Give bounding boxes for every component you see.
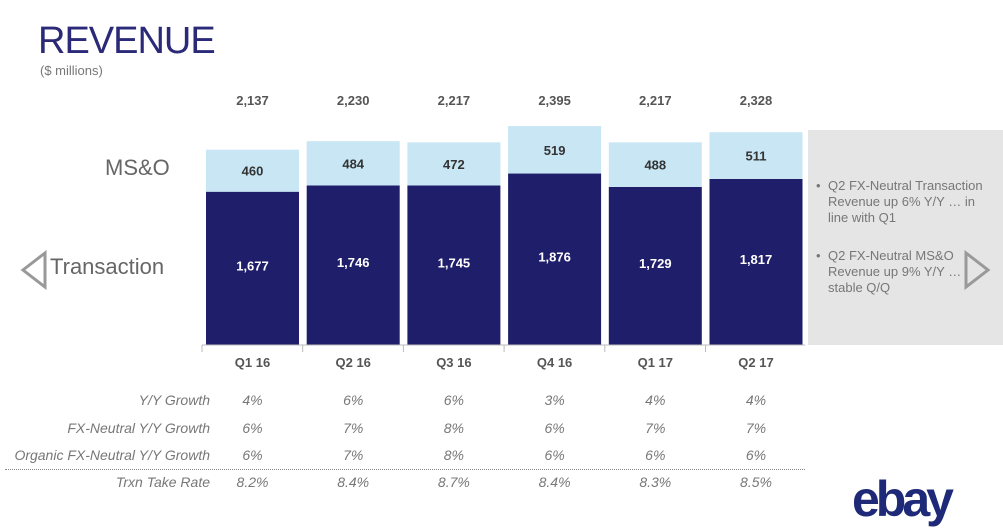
table-row-label: FX-Neutral Y/Y Growth	[67, 420, 210, 436]
category-label: Q2 16	[335, 355, 370, 370]
notes-box: Q2 FX-Neutral Transaction Revenue up 6% …	[808, 130, 1003, 345]
category-label: Q1 16	[235, 355, 270, 370]
table-row-label: Y/Y Growth	[138, 392, 210, 408]
table-cell: 6%	[745, 447, 767, 463]
transaction-bar	[306, 185, 400, 345]
mso-bar	[508, 126, 602, 174]
total-label: 2,217	[438, 93, 471, 108]
total-label: 2,395	[538, 93, 571, 108]
table-cell: 8%	[443, 447, 464, 463]
mso-bar	[206, 149, 299, 192]
table-cell: 4%	[645, 392, 666, 408]
transaction-bar	[407, 185, 501, 345]
revenue-chart: 1,677 460 2,137 Q1 16 1,746 484 2,230 Q2 16 1,74…	[201, 93, 805, 370]
table-cell: 6%	[443, 392, 464, 408]
table-row-label: Organic FX-Neutral Y/Y Growth	[14, 447, 210, 463]
transaction-bar	[608, 186, 702, 345]
ebay-logo: ebay	[852, 471, 954, 527]
table-cell: 8.2%	[236, 474, 269, 490]
total-label: 2,137	[236, 93, 269, 108]
table-cell: 6%	[645, 447, 666, 463]
mso-bar	[407, 142, 501, 186]
category-label: Q1 17	[638, 355, 673, 370]
table-row-label: Trxn Take Rate	[115, 474, 210, 490]
mso-bar	[306, 141, 400, 186]
table-cell: 6%	[544, 447, 565, 463]
transaction-value-label: 1,746	[337, 255, 370, 270]
table-cell: 7%	[343, 420, 364, 436]
transaction-value-label: 1,745	[438, 255, 471, 270]
table-cell: 6%	[343, 392, 364, 408]
mso-value-label: 511	[746, 149, 767, 164]
next-slide-icon[interactable]	[963, 250, 991, 290]
table-cell: 4%	[745, 392, 767, 408]
table-cell: 6%	[544, 420, 565, 436]
table-cell: 6%	[242, 447, 263, 463]
total-label: 2,230	[337, 93, 370, 108]
table-cell: 8.4%	[538, 474, 571, 490]
mso-value-label: 519	[544, 143, 566, 158]
note-item: Q2 FX-Neutral Transaction Revenue up 6% …	[816, 178, 998, 226]
page-title: REVENUE	[38, 20, 216, 62]
table-cell: 8.5%	[740, 474, 772, 490]
table-cell: 8.7%	[437, 474, 470, 490]
mso-bar	[709, 132, 803, 179]
transaction-bar	[709, 178, 803, 345]
table-cell: 7%	[343, 447, 364, 463]
transaction-value-label: 1,677	[236, 258, 269, 273]
total-label: 2,328	[740, 93, 773, 108]
page-subtitle: ($ millions)	[40, 63, 103, 78]
transaction-bar	[206, 191, 299, 345]
mso-value-label: 484	[342, 156, 364, 171]
mso-label: MS&O	[105, 155, 170, 180]
table-cell: 7%	[745, 420, 767, 436]
transaction-value-label: 1,729	[639, 256, 672, 271]
table-cell: 8.3%	[639, 474, 672, 490]
transaction-value-label: 1,817	[740, 252, 773, 267]
transaction-label: Transaction	[50, 254, 165, 279]
total-label: 2,217	[639, 93, 672, 108]
table-cell: 6%	[242, 420, 263, 436]
mso-value-label: 460	[242, 164, 264, 179]
table-cell: 8.4%	[337, 474, 370, 490]
table-cell: 3%	[544, 392, 565, 408]
transaction-bar	[508, 173, 602, 345]
mso-bar	[608, 142, 702, 187]
category-label: Q2 17	[738, 355, 773, 370]
mso-value-label: 472	[443, 157, 465, 172]
category-label: Q3 16	[436, 355, 471, 370]
table-cell: 4%	[242, 392, 263, 408]
mso-value-label: 488	[644, 158, 666, 173]
category-label: Q4 16	[537, 355, 572, 370]
table-cell: 7%	[645, 420, 666, 436]
table-divider	[5, 469, 805, 470]
prev-slide-icon[interactable]	[20, 250, 48, 290]
note-item: Q2 FX-Neutral MS&O Revenue up 9% Y/Y … s…	[816, 248, 998, 296]
transaction-value-label: 1,876	[538, 249, 571, 264]
table-cell: 8%	[443, 420, 464, 436]
